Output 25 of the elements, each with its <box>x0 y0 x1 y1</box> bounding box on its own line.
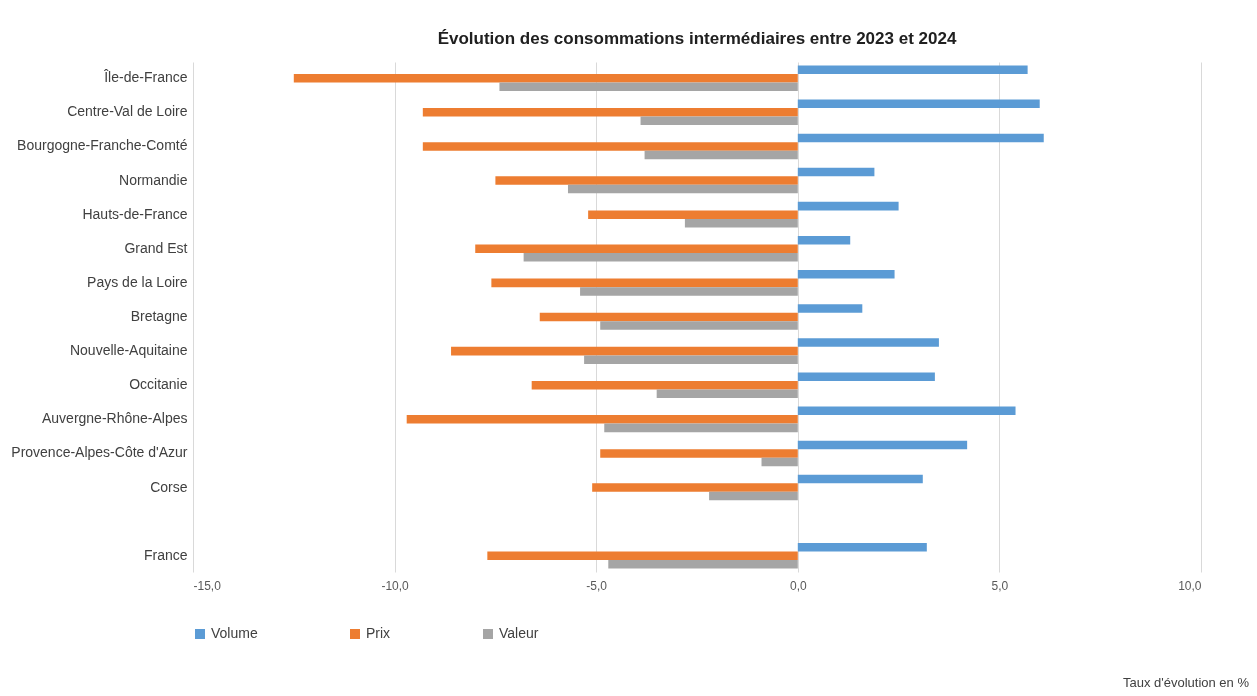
y-tick-label: Corse <box>150 478 188 495</box>
x-tick-label: 10,0 <box>1178 578 1202 593</box>
y-tick-label: Centre-Val de Loire <box>67 103 188 120</box>
y-tick-label: Bourgogne-Franche-Comté <box>17 137 188 154</box>
x-tick-label: 5,0 <box>991 578 1009 593</box>
x-tick-label: 0,0 <box>789 578 807 593</box>
legend-label: Valeur <box>499 625 539 641</box>
x-tick-label: -5,0 <box>586 578 608 593</box>
text: Taux d'évolution en % <box>1122 675 1249 690</box>
y-tick-label: Grand Est <box>124 239 188 256</box>
y-tick-label: Normandie <box>119 171 188 188</box>
y-tick-label: Occitanie <box>129 376 188 393</box>
y-tick-label: France <box>143 546 188 563</box>
y-tick-label: Bretagne <box>130 308 188 324</box>
y-tick-label: Auvergne-Rhône-Alpes <box>41 410 188 427</box>
x-tick-label: -10,0 <box>381 578 410 593</box>
legend-label: Prix <box>366 625 391 641</box>
x-tick-label: -15,0 <box>193 578 222 593</box>
y-tick-label: Île-de-France <box>103 69 188 86</box>
y-tick-label: Pays de la Loire <box>87 273 188 290</box>
y-tick-label: Hauts-de-France <box>82 205 188 222</box>
chart-title: Évolution des consommations intermédiaires entre 2023 et 2024 <box>437 29 957 48</box>
y-tick-label: Provence-Alpes-Côte d'Azur <box>11 444 188 461</box>
y-tick-label: Nouvelle-Aquitaine <box>69 342 188 359</box>
legend-label: Volume <box>211 625 258 641</box>
